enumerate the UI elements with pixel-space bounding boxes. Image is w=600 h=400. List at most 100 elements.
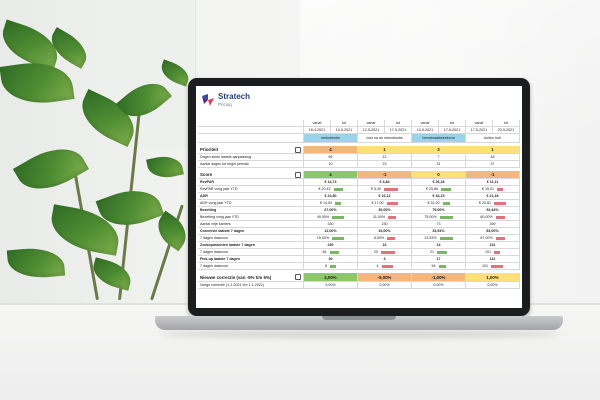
score-row-label: Aantal vrije kamers (198, 221, 304, 228)
indicator-bar (381, 250, 395, 254)
indicator-bar (439, 236, 453, 240)
score-row-value: € 21,18 (466, 193, 520, 200)
score-row-value: 67,00% (304, 207, 358, 214)
score-row-value: € 4,84 (358, 179, 412, 186)
score-row-value: 112 (466, 256, 520, 263)
prioriteit-label: Prioriteit (198, 146, 304, 154)
score-row: Aantal vrije kamers 330 230 73 169 (198, 221, 520, 228)
nieuwe-correctie-label: Nieuwe correctie (van -5% t/m 5%) (198, 273, 304, 282)
score-row-label: Conversie laatste 7 dagen (198, 228, 304, 235)
period-name: buiten hoti (466, 134, 520, 143)
indicator-bar (387, 236, 396, 240)
period-to-label: tot (385, 120, 412, 127)
score-row-value: 79,00% (412, 207, 466, 214)
score-row-value: 87,00% (466, 235, 520, 242)
period-to-label: tot (493, 120, 520, 127)
score-row: Zoekopdrachten laatste 7 dagen 230 16 14 131 (198, 242, 520, 249)
indicator-bar (384, 187, 398, 191)
stratech-logo-icon (202, 94, 214, 106)
score-value: -1 (466, 171, 520, 179)
indicator-bar (332, 236, 345, 240)
score-row: Pick-up laatste 7 dagen 30 3 17 112 (198, 256, 520, 263)
period-label-spacer (198, 120, 304, 127)
prioriteit-header-row: Prioriteit 4 1 3 1 (198, 146, 520, 154)
score-row: RevPAR vorig jaar YTD € 20,43 € 5,40 € 25,8… (198, 186, 520, 193)
prioriteit-row-label: Aantal dagen tot begin periode (198, 161, 304, 168)
indicator-bar (494, 201, 506, 205)
score-row-label: RevPAR vorig jaar YTD (198, 186, 304, 193)
period-to-label: tot (331, 120, 358, 127)
filter-icon[interactable] (295, 146, 301, 153)
period-to-date: 23-5-2021 (493, 127, 520, 134)
score-row-value: 230 (358, 221, 412, 228)
period-from-date: 17-5-2021 (466, 127, 493, 134)
prioriteit-row: Dagen sinds laatste aanpassing 65 12 7 48 (198, 154, 520, 161)
period-from-label: vanaf (304, 120, 331, 127)
indicator-bar (439, 215, 453, 219)
score-row-value: 6 (304, 263, 358, 270)
score-row-label: Bezetting (198, 207, 304, 214)
laptop-screen: Stratech Pricing vanaf tot vanaf tot vanaf to… (196, 86, 522, 308)
vorige-correctie-value: 0,00% (304, 282, 358, 289)
score-row-label: ADR vorig jaar YTD (198, 200, 304, 207)
indicator-bar (386, 201, 398, 205)
filter-icon[interactable] (295, 274, 301, 280)
logo-title: Stratech (218, 92, 251, 101)
filter-icon[interactable] (295, 171, 301, 178)
score-row-value: 83,00% (466, 228, 520, 235)
period-name: mehobenbe (304, 134, 358, 143)
score-row-value: 30 (304, 256, 358, 263)
score-row-value: 8,00% (358, 235, 412, 242)
score-row-value: € 25,86 (412, 186, 466, 193)
period-date-row: 18-4-2021 10-5-2021 12-5-2021 17-5-2021 13-5… (198, 127, 520, 134)
score-row-value: € 14,00 (304, 200, 358, 207)
logo-subtitle: Pricing (218, 102, 232, 107)
prioriteit-row: Aantal dagen tot begin periode 10 23 31 37 (198, 161, 520, 168)
period-from-date: 13-5-2021 (412, 127, 439, 134)
score-row-value: 16 (358, 242, 412, 249)
score-row-value: 17 (412, 256, 466, 263)
score-row-value: € 17,00 (358, 200, 412, 207)
period-from-label: vanaf (358, 120, 385, 127)
score-value: -1 (358, 171, 412, 179)
score-row-value: 21 (412, 249, 466, 256)
indicator-bar (438, 264, 446, 268)
score-row-label: Bezetting vorig jaar YTD (198, 214, 304, 221)
score-row-value: € 34,15 (412, 193, 466, 200)
score-row: Bezetting 67,00% 30,00% 79,00% 52,44% (198, 207, 520, 214)
prioriteit-row-value: 65 (304, 154, 358, 161)
period-name-spacer (198, 134, 304, 143)
score-row-value: 30,00% (358, 207, 412, 214)
nieuwe-correctie-value: -1,00% (412, 273, 466, 282)
score-row-value: 169 (466, 221, 520, 228)
score-row-value: 33,54% (412, 228, 466, 235)
score-row-value: 84 (304, 249, 358, 256)
score-row-value: € 16,12 (358, 193, 412, 200)
score-row-value: € 15,01 (466, 186, 520, 193)
score-row-value: € 14,74 (304, 179, 358, 186)
score-row-value: 230 (304, 242, 358, 249)
prioriteit-value: 4 (304, 146, 358, 154)
score-row: 7 dagen daarvoor 84 20 21 101 (198, 249, 520, 256)
score-row-label: Pick-up laatste 7 dagen (198, 256, 304, 263)
period-to-date: 10-5-2021 (331, 127, 358, 134)
period-to-date: 17-5-2021 (439, 127, 466, 134)
prioriteit-row-value: 31 (412, 161, 466, 168)
score-row: Conversie laatste 7 dagen 12,00% 16,00% 33,… (198, 228, 520, 235)
logo: Stratech Pricing (200, 92, 300, 114)
laptop-notch (322, 316, 396, 320)
score-row-value: 60,00% (466, 214, 520, 221)
score-row-value: 75,00% (412, 214, 466, 221)
score-row: RevPAR € 14,74 € 4,84 € 26,18 € 11,11 (198, 179, 520, 186)
score-row-value: 3 (358, 256, 412, 263)
period-label-row: vanaf tot vanaf tot vanaf tot vanaf tot (198, 120, 520, 127)
period-to-date: 17-5-2021 (385, 127, 412, 134)
indicator-bar (335, 201, 341, 205)
score-row-value: 15,00% (304, 235, 358, 242)
nieuwe-correctie-value: 4,00% (304, 273, 358, 282)
laptop-shadow (160, 330, 560, 338)
score-value: 0 (412, 171, 466, 179)
score-row: 7 dagen daarvoor 6 4 54 101 (198, 263, 520, 270)
indicator-bar (495, 215, 505, 219)
indicator-bar (329, 250, 339, 254)
